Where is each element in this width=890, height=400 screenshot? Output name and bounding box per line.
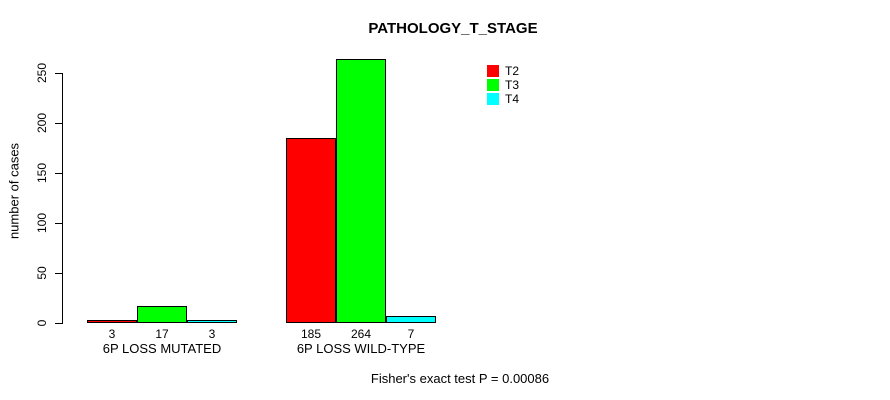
legend-label: T3 <box>505 78 520 92</box>
legend-item-t2: T2 <box>487 65 519 77</box>
bar-t3-mutated <box>137 306 187 323</box>
legend-label: T2 <box>505 64 520 78</box>
legend-item-t4: T4 <box>487 93 519 105</box>
y-tick <box>55 323 62 324</box>
y-tick-label: 100 <box>35 212 49 234</box>
bar-value-label: 185 <box>300 327 322 341</box>
y-axis-label: number of cases <box>6 142 22 240</box>
legend-swatch-t3 <box>487 79 499 91</box>
bar-value-label: 264 <box>350 327 372 341</box>
y-tick-label: 0 <box>35 319 49 327</box>
bar-value-label: 17 <box>155 327 169 341</box>
chart-title: PATHOLOGY_T_STAGE <box>368 20 538 37</box>
legend-swatch-t2 <box>487 65 499 77</box>
bar-t3-wild-type <box>336 59 386 323</box>
x-category-label: 6P LOSS MUTATED <box>102 341 222 356</box>
bar-value-label: 7 <box>407 327 415 341</box>
y-tick <box>55 123 62 124</box>
bar-value-label: 3 <box>108 327 116 341</box>
bar-t4-mutated <box>187 320 237 323</box>
legend-item-t3: T3 <box>487 79 519 91</box>
statistical-test-annotation: Fisher's exact test P = 0.00086 <box>370 371 550 386</box>
y-tick-label: 250 <box>35 62 49 84</box>
x-category-label: 6P LOSS WILD-TYPE <box>296 341 426 356</box>
bar-t2-mutated <box>87 320 137 323</box>
bar-t2-wild-type <box>286 138 336 323</box>
y-tick <box>55 223 62 224</box>
y-tick-label: 200 <box>35 112 49 134</box>
y-tick-label: 150 <box>35 162 49 184</box>
bar-t4-wild-type <box>386 316 436 323</box>
bar-value-label: 3 <box>208 327 216 341</box>
legend: T2 T3 T4 <box>487 65 519 105</box>
y-tick-label: 50 <box>35 266 49 280</box>
y-axis-line <box>62 73 63 324</box>
y-tick <box>55 273 62 274</box>
legend-label: T4 <box>505 92 520 106</box>
legend-swatch-t4 <box>487 93 499 105</box>
y-tick <box>55 73 62 74</box>
y-tick <box>55 173 62 174</box>
